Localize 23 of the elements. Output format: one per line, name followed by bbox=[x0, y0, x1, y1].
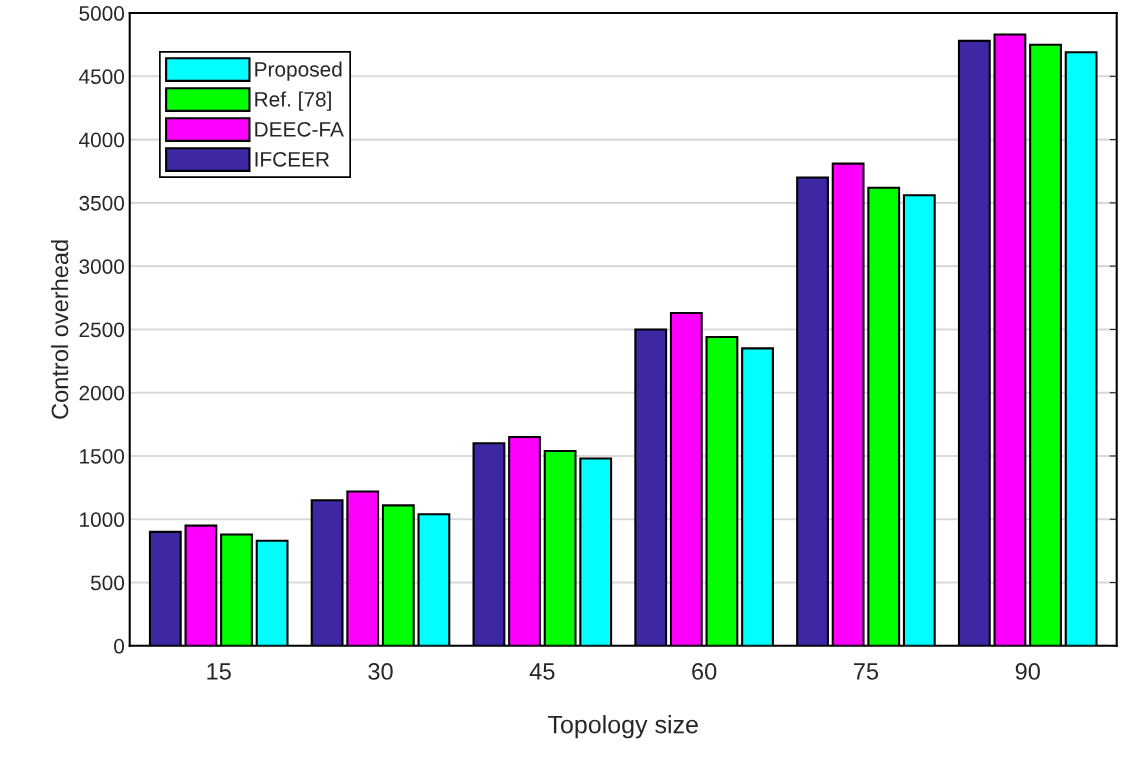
y-tick-label: 1000 bbox=[80, 512, 125, 528]
legend-label: Proposed bbox=[255, 61, 342, 81]
x-tick-label: 60 bbox=[692, 663, 717, 680]
y-tick-label: 3000 bbox=[79, 259, 125, 274]
y-tick-label: 500 bbox=[90, 575, 125, 591]
y-axis-title: Control overhead bbox=[50, 240, 69, 419]
x-tick-label: 30 bbox=[368, 663, 393, 680]
y-tick-label: 2000 bbox=[79, 385, 125, 401]
legend-label: IFCEER bbox=[255, 151, 330, 167]
y-tick-label: 4500 bbox=[79, 69, 125, 85]
y-tick-label: 1500 bbox=[80, 448, 125, 464]
x-tick-label: 90 bbox=[1015, 663, 1040, 680]
x-tick-label: 15 bbox=[207, 663, 231, 680]
x-tick-label: 45 bbox=[529, 663, 555, 680]
y-tick-label: 2500 bbox=[79, 322, 125, 338]
y-tick-label: 0 bbox=[114, 638, 125, 654]
legend-label: DEEC-FA bbox=[255, 121, 344, 137]
x-tick-label: 75 bbox=[854, 663, 879, 680]
y-tick-label: 4000 bbox=[79, 132, 125, 148]
y-tick-label: 5000 bbox=[79, 6, 125, 21]
x-axis-title: Topology size bbox=[548, 715, 698, 739]
y-tick-label: 3500 bbox=[79, 195, 125, 211]
legend-label: Ref. [78] bbox=[255, 91, 331, 111]
